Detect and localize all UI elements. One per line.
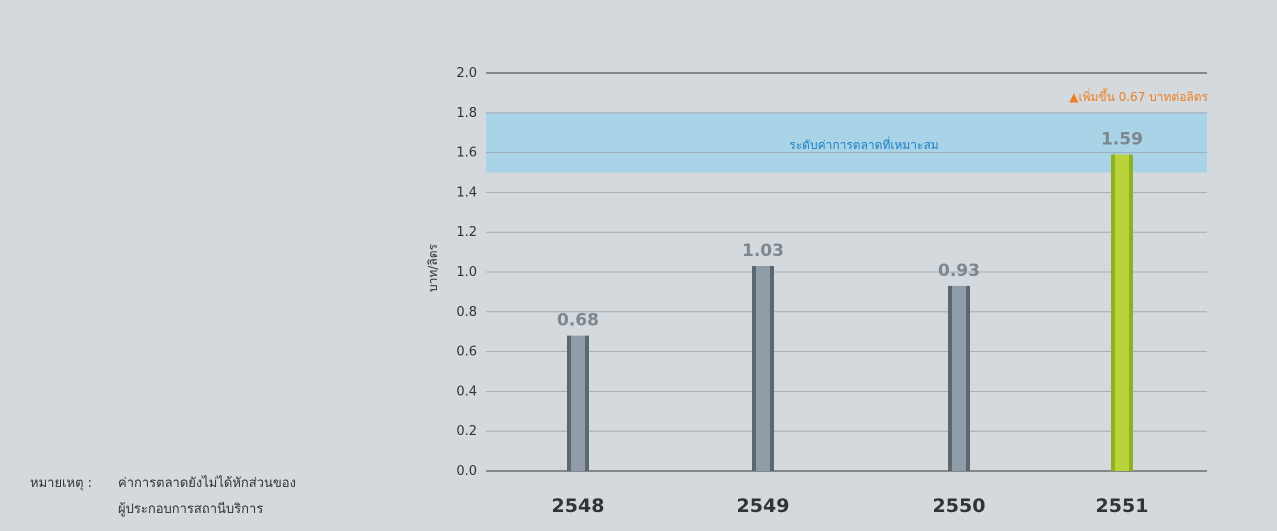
y-axis-label: บาท/ลิตร [426, 243, 440, 291]
y-tick-label: 1.8 [456, 106, 477, 121]
footnote-line2: ผู้ประกอบการสถานีบริการ [118, 502, 264, 517]
y-tick-label: 1.0 [456, 265, 477, 280]
y-tick-label: 0.0 [456, 464, 477, 479]
x-category-label: 2550 [933, 495, 986, 517]
bar-edge [567, 335, 571, 471]
y-tick-label: 0.4 [456, 384, 477, 399]
y-tick-label: 0.8 [456, 305, 477, 320]
footnote-label: หมายเหตุ : [30, 476, 93, 491]
x-category-label: 2549 [737, 495, 790, 517]
y-tick-label: 1.6 [456, 146, 477, 161]
bar [1111, 154, 1133, 471]
bar-edge [948, 285, 952, 471]
bar [948, 285, 970, 471]
data-label: 1.59 [1101, 130, 1143, 150]
bar-edge [1111, 154, 1115, 471]
data-label: 1.03 [742, 241, 784, 261]
bar-edge [770, 266, 774, 471]
optimal-band [486, 112, 1207, 173]
y-tick-label: 1.4 [456, 185, 477, 200]
band-label: ระดับค่าการตลาดที่เหมาะสม [789, 136, 938, 152]
y-tick-label: 0.6 [456, 345, 477, 360]
x-category-label: 2551 [1096, 495, 1149, 517]
bar-edge [1129, 154, 1133, 471]
increase-annotation: ▲เพิ่มขึ้น 0.67 บาทต่อลิตร [1069, 88, 1208, 104]
bar [567, 335, 589, 471]
footnote-line1: ค่าการตลาดยังไม่ได้หักส่วนของ [118, 476, 296, 491]
data-label: 0.93 [938, 261, 980, 281]
bar-edge [585, 335, 589, 471]
y-tick-label: 0.2 [456, 424, 477, 439]
bar-edge [966, 285, 970, 471]
x-category-label: 2548 [552, 495, 605, 517]
bar [752, 266, 774, 471]
y-tick-label: 1.2 [456, 225, 477, 240]
y-tick-label: 2.0 [456, 66, 477, 81]
footnote: หมายเหตุ : ค่าการตลาดยังไม่ได้หักส่วนของ … [30, 471, 296, 523]
data-label: 0.68 [557, 311, 599, 331]
bar-edge [752, 266, 756, 471]
